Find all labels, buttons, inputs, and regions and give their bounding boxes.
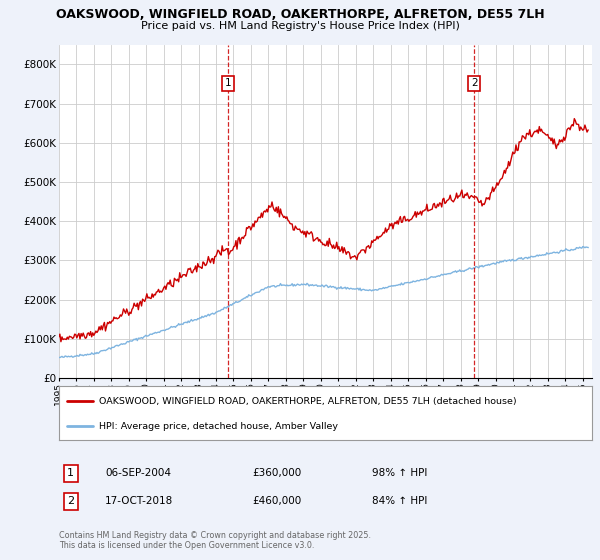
Text: Price paid vs. HM Land Registry's House Price Index (HPI): Price paid vs. HM Land Registry's House … — [140, 21, 460, 31]
Text: 2: 2 — [67, 496, 74, 506]
Text: HPI: Average price, detached house, Amber Valley: HPI: Average price, detached house, Ambe… — [99, 422, 338, 431]
Text: OAKSWOOD, WINGFIELD ROAD, OAKERTHORPE, ALFRETON, DE55 7LH (detached house): OAKSWOOD, WINGFIELD ROAD, OAKERTHORPE, A… — [99, 397, 517, 406]
Text: 98% ↑ HPI: 98% ↑ HPI — [372, 468, 427, 478]
Text: £460,000: £460,000 — [252, 496, 301, 506]
Text: OAKSWOOD, WINGFIELD ROAD, OAKERTHORPE, ALFRETON, DE55 7LH: OAKSWOOD, WINGFIELD ROAD, OAKERTHORPE, A… — [56, 8, 544, 21]
Text: 2: 2 — [471, 78, 478, 88]
Text: 1: 1 — [224, 78, 231, 88]
Text: £360,000: £360,000 — [252, 468, 301, 478]
Text: Contains HM Land Registry data © Crown copyright and database right 2025.
This d: Contains HM Land Registry data © Crown c… — [59, 531, 371, 550]
Text: 06-SEP-2004: 06-SEP-2004 — [105, 468, 171, 478]
Text: 84% ↑ HPI: 84% ↑ HPI — [372, 496, 427, 506]
Text: 17-OCT-2018: 17-OCT-2018 — [105, 496, 173, 506]
Text: 1: 1 — [67, 468, 74, 478]
